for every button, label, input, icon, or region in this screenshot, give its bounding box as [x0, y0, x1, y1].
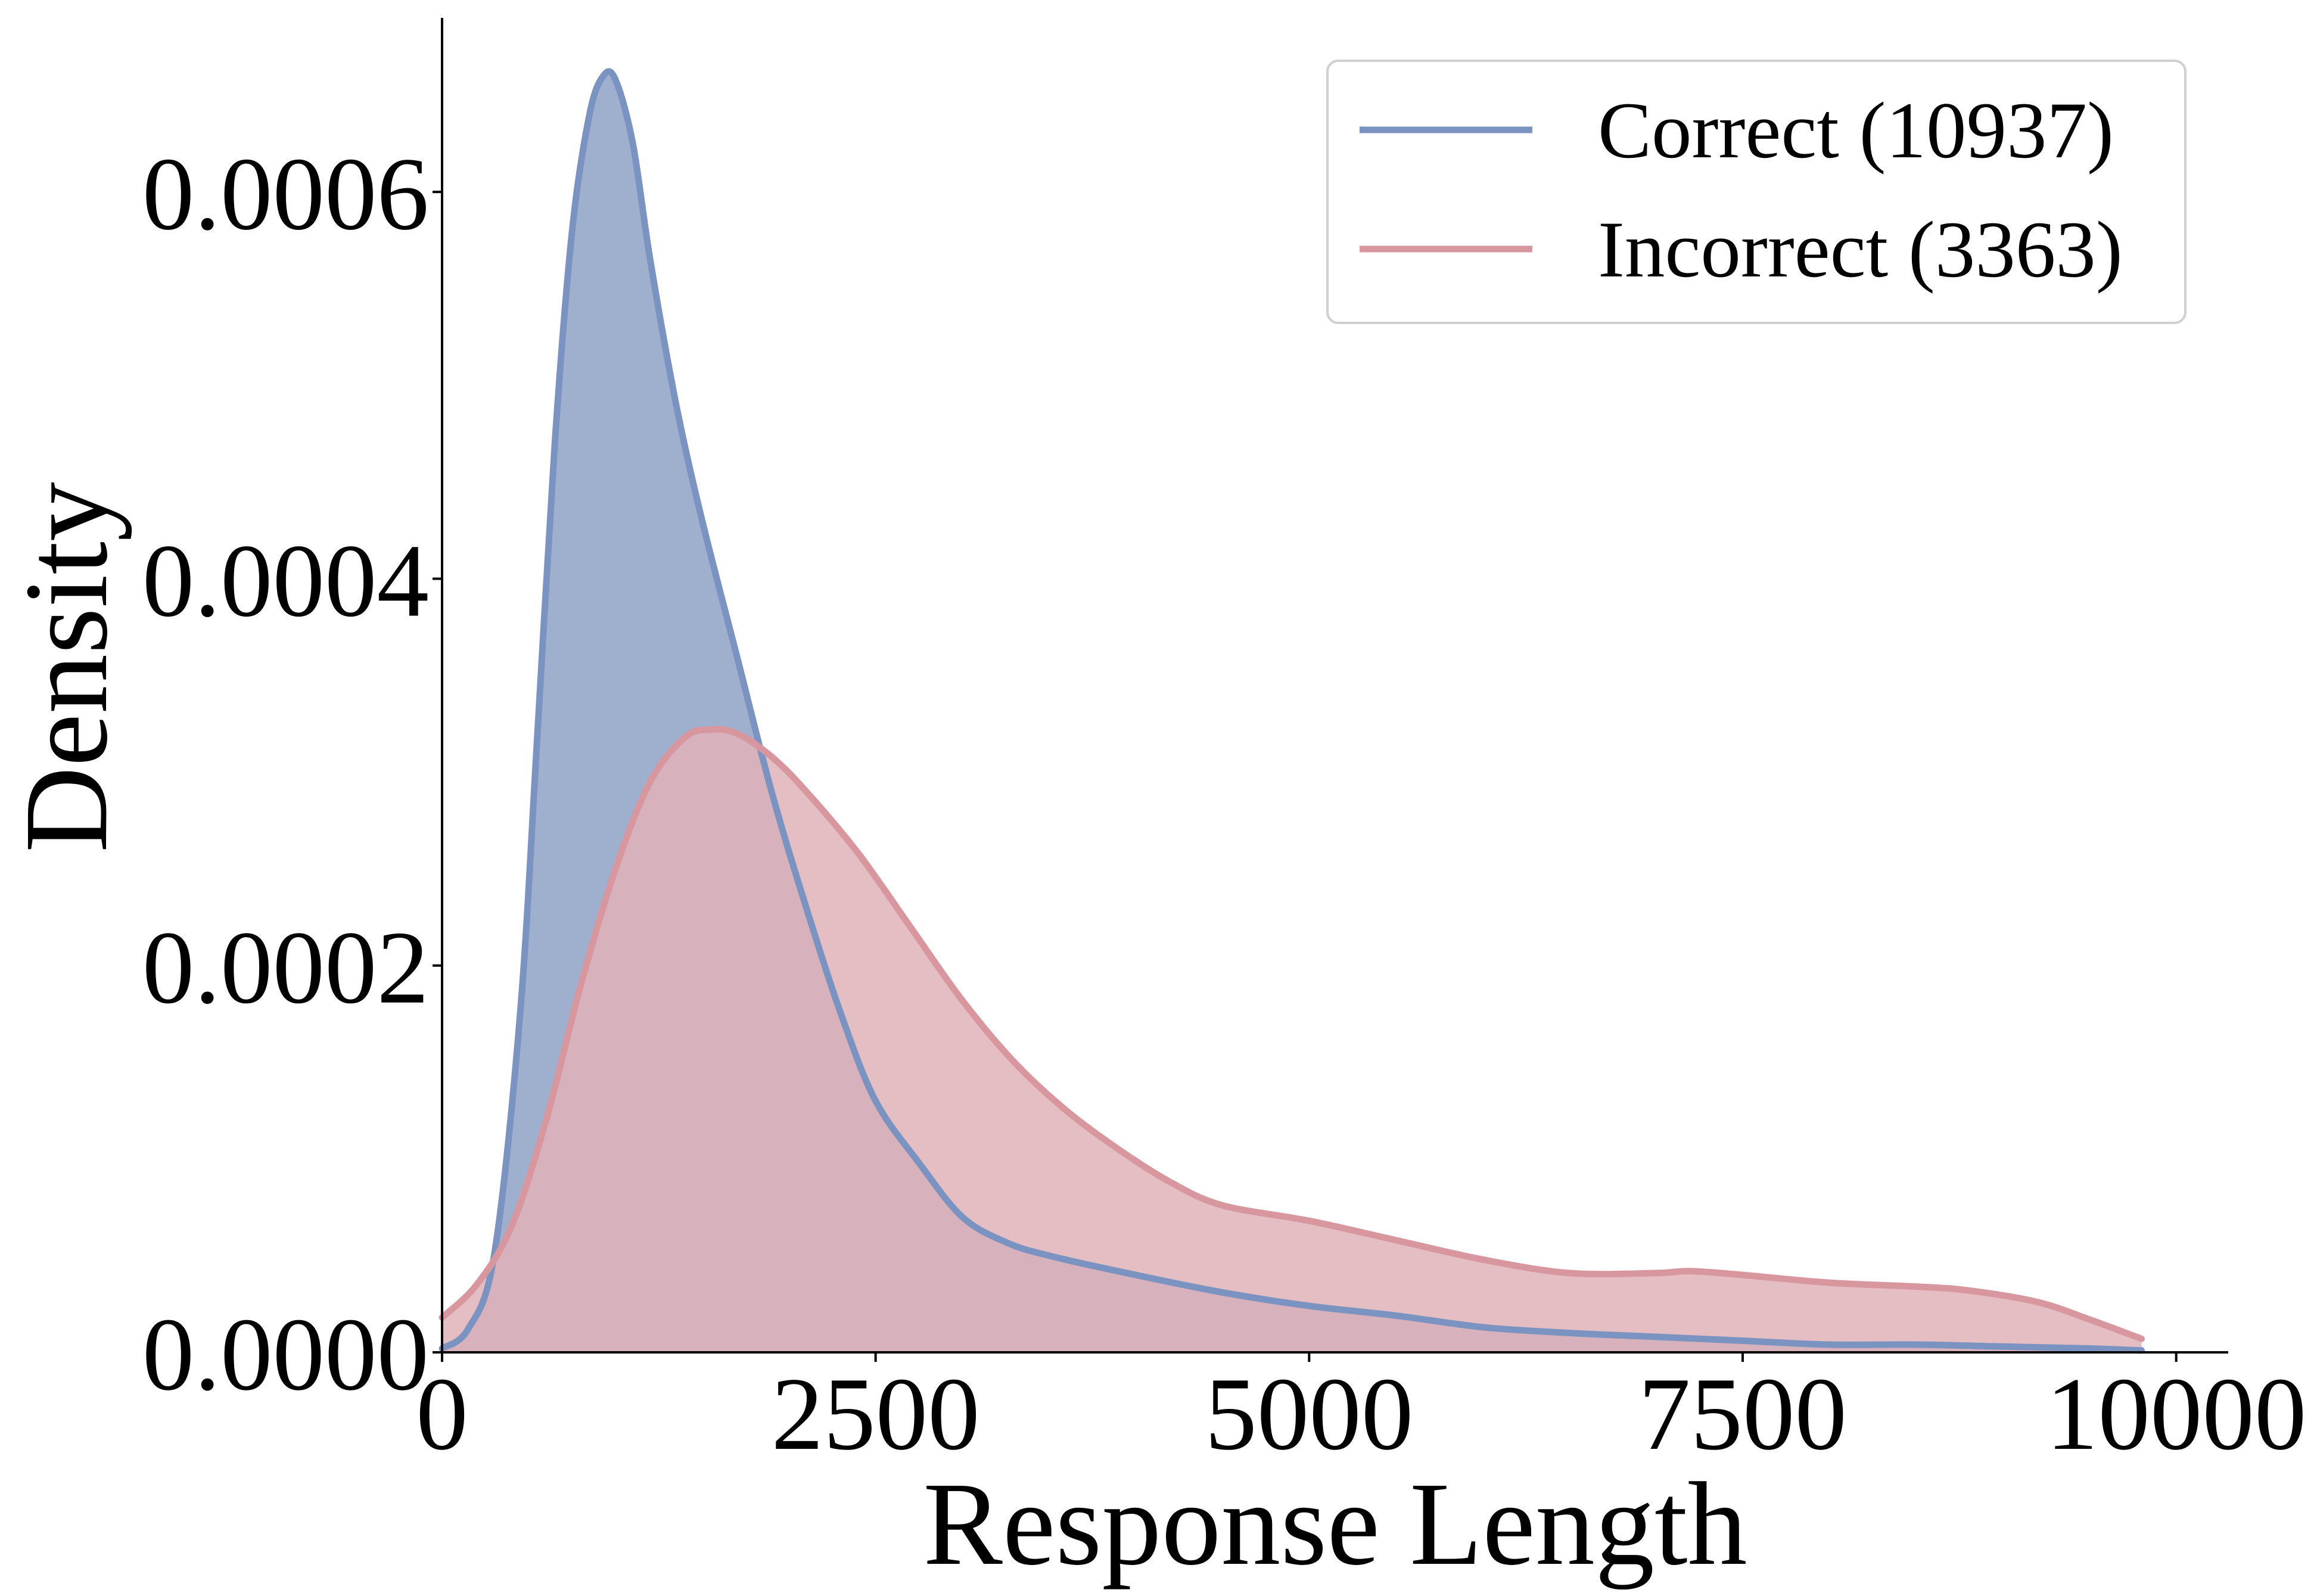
x-tick-label: 0 — [416, 1356, 468, 1471]
y-tick-label: 0.0006 — [142, 136, 429, 251]
x-tick-label: 5000 — [1205, 1356, 1413, 1471]
density-areas — [442, 71, 2142, 1352]
x-axis-title: Response Length — [923, 1458, 1747, 1590]
area-incorrect — [442, 729, 2142, 1352]
legend-label-incorrect: Incorrect (3363) — [1598, 206, 2123, 294]
y-tick-label: 0.0004 — [142, 522, 429, 638]
line-correct — [438, 68, 2145, 1354]
x-tick-label: 2500 — [772, 1356, 980, 1471]
legend-label-correct: Correct (10937) — [1598, 86, 2114, 175]
x-tick-label: 7500 — [1638, 1356, 1847, 1471]
y-axis-title: Density — [1, 482, 132, 853]
x-ticks: 0 2500 5000 7500 10000 — [416, 1352, 2306, 1471]
y-tick-label: 0.0000 — [142, 1296, 429, 1412]
x-tick-label: 10000 — [2046, 1356, 2307, 1471]
legend: Correct (10937) Incorrect (3363) — [1326, 60, 2187, 324]
density-lines — [438, 68, 2145, 1354]
y-tick-label: 0.0002 — [142, 910, 429, 1025]
y-ticks: 0.0000 0.0002 0.0004 0.0006 — [142, 136, 442, 1412]
line-incorrect — [438, 726, 2145, 1342]
legend-box — [1326, 60, 2187, 324]
